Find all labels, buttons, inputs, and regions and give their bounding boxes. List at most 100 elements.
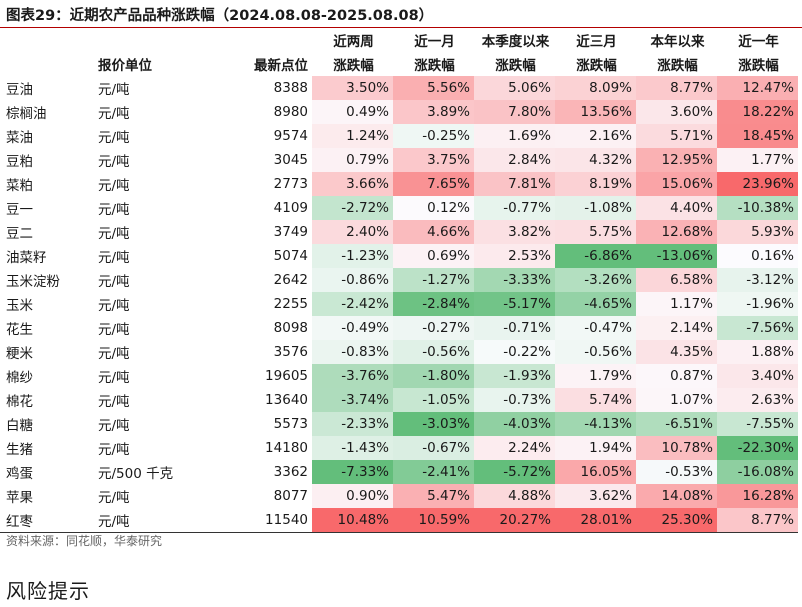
table-row: 油菜籽 元/吨 5074 -1.23% 0.69% 2.53% -6.86% -13.06% 0… bbox=[0, 244, 798, 268]
change-cell: 3.62% bbox=[555, 484, 636, 508]
latest-price: 9574 bbox=[273, 128, 308, 144]
header-cell: 涨跌幅 bbox=[495, 58, 536, 74]
quote-unit: 元/吨 bbox=[98, 514, 130, 530]
change-cell: 3.50% bbox=[312, 76, 393, 100]
change-cell: 1.77% bbox=[717, 148, 798, 172]
change-cell: 12.68% bbox=[636, 220, 717, 244]
header-row-1: 近两周 近一月 本季度以来 近三月 本年以来 近一年 bbox=[0, 28, 798, 52]
latest-price: 13640 bbox=[265, 392, 308, 408]
commodity-name: 油菜籽 bbox=[6, 250, 47, 266]
change-cell: -5.72% bbox=[474, 460, 555, 484]
change-cell: 5.56% bbox=[393, 76, 474, 100]
latest-price: 8098 bbox=[273, 320, 308, 336]
change-cell: 8.19% bbox=[555, 172, 636, 196]
change-cell: 7.81% bbox=[474, 172, 555, 196]
change-cell: 23.96% bbox=[717, 172, 798, 196]
change-cell: -5.17% bbox=[474, 292, 555, 316]
change-cell: -1.23% bbox=[312, 244, 393, 268]
quote-unit: 元/吨 bbox=[98, 490, 130, 506]
table-row: 红枣 元/吨 11540 10.48% 10.59% 20.27% 28.01% 25.30%… bbox=[0, 508, 798, 532]
change-cell: -4.13% bbox=[555, 412, 636, 436]
table-row: 鸡蛋 元/500 千克 3362 -7.33% -2.41% -5.72% 16.05% -0… bbox=[0, 460, 798, 484]
quote-unit: 元/吨 bbox=[98, 82, 130, 98]
header-cell bbox=[98, 28, 226, 52]
table-row: 棉花 元/吨 13640 -3.74% -1.05% -0.73% 5.74% 1.07% 2.… bbox=[0, 388, 798, 412]
change-cell: 14.08% bbox=[636, 484, 717, 508]
change-cell: 2.24% bbox=[474, 436, 555, 460]
quote-unit: 元/吨 bbox=[98, 418, 130, 434]
latest-price: 2773 bbox=[273, 176, 308, 192]
change-cell: 4.40% bbox=[636, 196, 717, 220]
change-cell: 0.12% bbox=[393, 196, 474, 220]
quote-unit: 元/吨 bbox=[98, 250, 130, 266]
change-cell: -0.56% bbox=[393, 340, 474, 364]
commodity-name: 苹果 bbox=[6, 490, 33, 506]
change-cell: 5.47% bbox=[393, 484, 474, 508]
change-cell: 1.79% bbox=[555, 364, 636, 388]
change-cell: -4.65% bbox=[555, 292, 636, 316]
change-cell: 25.30% bbox=[636, 508, 717, 532]
commodity-name: 棉纱 bbox=[6, 370, 33, 386]
section-heading: 风险提示 bbox=[6, 579, 90, 603]
quote-unit: 元/吨 bbox=[98, 274, 130, 290]
change-cell: 1.94% bbox=[555, 436, 636, 460]
change-cell: 2.40% bbox=[312, 220, 393, 244]
change-cell: 0.79% bbox=[312, 148, 393, 172]
change-cell: 1.69% bbox=[474, 124, 555, 148]
change-cell: 4.35% bbox=[636, 340, 717, 364]
table-row: 豆一 元/吨 4109 -2.72% 0.12% -0.77% -1.08% 4.40% -10… bbox=[0, 196, 798, 220]
change-cell: 2.16% bbox=[555, 124, 636, 148]
change-cell: -0.71% bbox=[474, 316, 555, 340]
header-cell bbox=[226, 28, 312, 52]
commodity-name: 白糖 bbox=[6, 418, 33, 434]
change-cell: -0.83% bbox=[312, 340, 393, 364]
change-cell: 6.58% bbox=[636, 268, 717, 292]
commodity-name: 生猪 bbox=[6, 442, 33, 458]
header-cell: 涨跌幅 bbox=[657, 58, 698, 74]
header-cell: 近两周 bbox=[333, 34, 374, 50]
change-cell: 2.53% bbox=[474, 244, 555, 268]
change-cell: -0.22% bbox=[474, 340, 555, 364]
quote-unit: 元/吨 bbox=[98, 106, 130, 122]
header-cell: 涨跌幅 bbox=[414, 58, 455, 74]
quote-unit: 元/吨 bbox=[98, 298, 130, 314]
change-cell: -6.86% bbox=[555, 244, 636, 268]
change-cell: 0.49% bbox=[312, 100, 393, 124]
change-cell: 4.32% bbox=[555, 148, 636, 172]
change-cell: 5.71% bbox=[636, 124, 717, 148]
header-cell: 涨跌幅 bbox=[738, 58, 779, 74]
header-cell: 近一月 bbox=[414, 34, 455, 50]
change-cell: -0.27% bbox=[393, 316, 474, 340]
commodity-name: 豆油 bbox=[6, 82, 33, 98]
latest-price: 2642 bbox=[273, 272, 308, 288]
change-cell: -0.25% bbox=[393, 124, 474, 148]
change-cell: 1.24% bbox=[312, 124, 393, 148]
table-row: 棕榈油 元/吨 8980 0.49% 3.89% 7.80% 13.56% 3.60% 18.2… bbox=[0, 100, 798, 124]
change-cell: 3.82% bbox=[474, 220, 555, 244]
change-cell: 3.75% bbox=[393, 148, 474, 172]
change-cell: -0.86% bbox=[312, 268, 393, 292]
change-cell: -0.73% bbox=[474, 388, 555, 412]
change-cell: 3.60% bbox=[636, 100, 717, 124]
change-cell: 15.06% bbox=[636, 172, 717, 196]
latest-price: 14180 bbox=[265, 440, 308, 456]
table-row: 菜油 元/吨 9574 1.24% -0.25% 1.69% 2.16% 5.71% 18.45… bbox=[0, 124, 798, 148]
latest-price: 4109 bbox=[273, 200, 308, 216]
change-cell: -1.05% bbox=[393, 388, 474, 412]
commodity-name: 鸡蛋 bbox=[6, 466, 33, 482]
change-cell: 13.56% bbox=[555, 100, 636, 124]
change-cell: 4.66% bbox=[393, 220, 474, 244]
change-cell: 2.84% bbox=[474, 148, 555, 172]
table-row: 白糖 元/吨 5573 -2.33% -3.03% -4.03% -4.13% -6.51% -… bbox=[0, 412, 798, 436]
table-body: 豆油 元/吨 8388 3.50% 5.56% 5.06% 8.09% 8.77% 12.47%… bbox=[0, 76, 798, 532]
change-cell: 18.22% bbox=[717, 100, 798, 124]
change-cell: 7.65% bbox=[393, 172, 474, 196]
source-note: 资料来源：同花顺，华泰研究 bbox=[6, 534, 163, 548]
change-cell: -3.74% bbox=[312, 388, 393, 412]
table-row: 生猪 元/吨 14180 -1.43% -0.67% 2.24% 1.94% 10.78% -2… bbox=[0, 436, 798, 460]
header-price: 最新点位 bbox=[254, 58, 308, 74]
change-cell: -0.67% bbox=[393, 436, 474, 460]
change-cell: -3.76% bbox=[312, 364, 393, 388]
quote-unit: 元/吨 bbox=[98, 442, 130, 458]
quote-unit: 元/500 千克 bbox=[98, 466, 174, 482]
